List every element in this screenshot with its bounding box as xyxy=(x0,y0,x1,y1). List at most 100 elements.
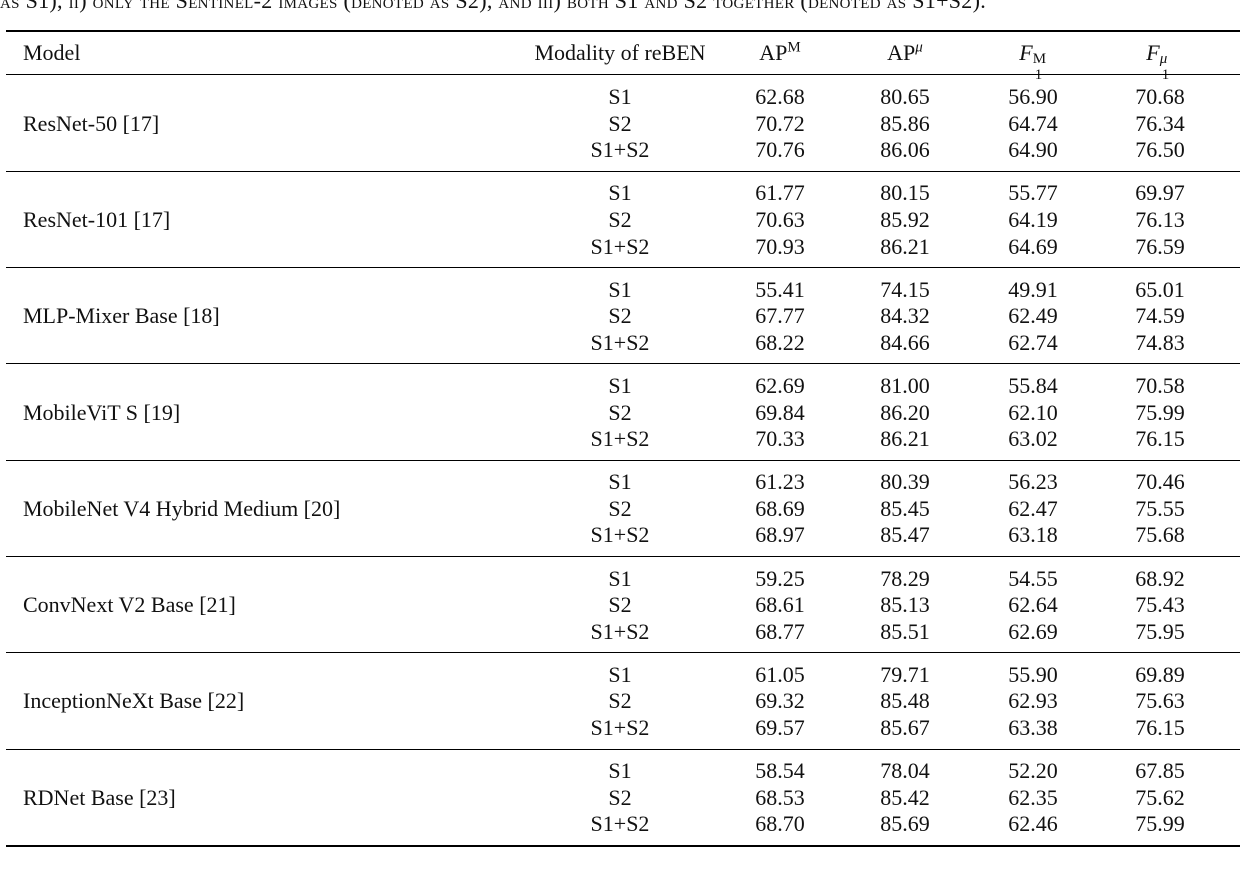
cell-f1-micro: 75.62 xyxy=(1135,784,1185,810)
cell-f1-macro: 55.90 xyxy=(1008,661,1058,687)
cell-ap-micro: 85.48 xyxy=(880,688,930,714)
cell-ap-micro: 85.51 xyxy=(880,618,930,644)
cell-modality: S1 xyxy=(608,469,632,495)
cell-modality: S2 xyxy=(608,495,632,521)
cell-ap-micro: 78.04 xyxy=(880,758,930,784)
cell-f1-micro: 76.13 xyxy=(1135,206,1185,232)
cell-ap-micro: 85.42 xyxy=(880,784,930,810)
header-f1-micro-base: F xyxy=(1146,40,1160,65)
cell-modality: S1+S2 xyxy=(590,715,650,740)
cell-ap-macro: 58.54 xyxy=(755,758,805,784)
header-f1-micro-sub: 1 xyxy=(1161,67,1170,83)
cell-ap-macro: 70.72 xyxy=(755,110,805,136)
cell-f1-macro: 62.49 xyxy=(1008,303,1058,329)
cell-f1-micro: 76.15 xyxy=(1135,426,1185,452)
cell-ap-micro: 85.92 xyxy=(880,206,930,232)
cell-f1-macro: 64.69 xyxy=(1008,233,1058,259)
cell-ap-macro: 55.41 xyxy=(755,276,805,302)
header-ap-micro-base: AP xyxy=(887,40,916,65)
cell-f1-micro: 75.99 xyxy=(1135,811,1185,837)
cell-ap-macro: 69.57 xyxy=(755,715,805,740)
model-name: MobileViT S [19] xyxy=(23,399,181,425)
group-divider xyxy=(6,267,1240,269)
cell-ap-micro: 80.39 xyxy=(880,469,930,495)
cell-f1-micro: 68.92 xyxy=(1135,565,1185,591)
cell-ap-macro: 61.77 xyxy=(755,180,805,206)
cell-f1-micro: 65.01 xyxy=(1135,276,1185,302)
cell-f1-macro: 62.74 xyxy=(1008,329,1058,355)
cell-f1-macro: 62.93 xyxy=(1008,688,1058,714)
cell-ap-micro: 86.21 xyxy=(880,233,930,259)
cell-f1-micro: 67.85 xyxy=(1135,758,1185,784)
cell-f1-micro: 70.58 xyxy=(1135,372,1185,398)
cell-ap-macro: 68.97 xyxy=(755,522,805,548)
cell-f1-micro: 74.83 xyxy=(1135,329,1185,355)
cell-modality: S2 xyxy=(608,592,632,618)
cell-ap-macro: 69.84 xyxy=(755,399,805,425)
cell-f1-micro: 75.99 xyxy=(1135,399,1185,425)
cell-ap-macro: 62.68 xyxy=(755,84,805,109)
cell-f1-micro: 70.46 xyxy=(1135,469,1185,495)
cell-f1-macro: 49.91 xyxy=(1008,276,1058,302)
cell-f1-micro: 75.43 xyxy=(1135,592,1185,618)
cell-f1-micro: 74.59 xyxy=(1135,303,1185,329)
cell-f1-micro: 69.89 xyxy=(1135,661,1185,687)
model-name: ResNet-101 [17] xyxy=(23,206,171,232)
cell-f1-macro: 64.74 xyxy=(1008,110,1058,136)
group-divider xyxy=(6,748,1240,750)
cell-f1-macro: 55.77 xyxy=(1008,180,1058,206)
header-rule xyxy=(6,74,1240,75)
cell-f1-macro: 62.47 xyxy=(1008,495,1058,521)
group-divider xyxy=(6,556,1240,557)
cell-f1-macro: 54.55 xyxy=(1008,565,1058,591)
cell-f1-micro: 75.55 xyxy=(1135,495,1185,521)
cell-f1-macro: 62.69 xyxy=(1008,618,1058,644)
cell-f1-macro: 63.38 xyxy=(1008,715,1058,740)
header-modality: Modality of reBEN xyxy=(534,40,706,65)
cell-modality: S1+S2 xyxy=(590,426,650,452)
cell-ap-macro: 68.70 xyxy=(755,811,805,837)
cell-modality: S1+S2 xyxy=(590,329,650,355)
header-ap-macro-base: AP xyxy=(759,40,788,65)
cell-f1-macro: 56.23 xyxy=(1008,469,1058,495)
cell-f1-micro: 76.59 xyxy=(1135,233,1185,259)
cell-f1-micro: 76.50 xyxy=(1135,137,1185,163)
header-ap-micro: APμ xyxy=(855,40,955,66)
cell-f1-micro: 75.63 xyxy=(1135,688,1185,714)
model-name: MLP-Mixer Base [18] xyxy=(23,303,220,329)
cell-f1-micro: 75.68 xyxy=(1135,522,1185,548)
table-caption: as S1), ii) only the Sentinel-2 images (… xyxy=(0,0,987,13)
header-ap-micro-sup: μ xyxy=(915,39,923,56)
cell-ap-micro: 84.32 xyxy=(880,303,930,329)
cell-ap-macro: 68.77 xyxy=(755,618,805,644)
cell-ap-macro: 68.61 xyxy=(755,592,805,618)
cell-ap-micro: 81.00 xyxy=(880,372,930,398)
cell-ap-micro: 85.47 xyxy=(880,522,930,548)
model-name: ResNet-50 [17] xyxy=(23,110,160,136)
cell-f1-micro: 70.68 xyxy=(1135,84,1185,109)
cell-ap-micro: 85.13 xyxy=(880,592,930,618)
group-divider xyxy=(6,363,1240,365)
cell-ap-macro: 62.69 xyxy=(755,372,805,398)
cell-modality: S1 xyxy=(608,565,632,591)
cell-modality: S2 xyxy=(608,110,632,136)
cell-ap-micro: 78.29 xyxy=(880,565,930,591)
cell-modality: S2 xyxy=(608,688,632,714)
cell-modality: S2 xyxy=(608,303,632,329)
cell-f1-macro: 64.19 xyxy=(1008,206,1058,232)
cell-modality: S1 xyxy=(608,661,632,687)
cell-ap-micro: 80.15 xyxy=(880,180,930,206)
cell-ap-micro: 79.71 xyxy=(880,661,930,687)
cell-ap-macro: 70.63 xyxy=(755,206,805,232)
header-ap-macro-sup: M xyxy=(787,39,801,56)
cell-modality: S1 xyxy=(608,758,632,784)
cell-f1-macro: 62.10 xyxy=(1008,399,1058,425)
cell-f1-macro: 62.35 xyxy=(1008,784,1058,810)
cell-f1-macro: 63.02 xyxy=(1008,426,1058,452)
header-f1-macro-base: F xyxy=(1019,40,1033,65)
cell-f1-macro: 64.90 xyxy=(1008,137,1058,163)
cell-modality: S1 xyxy=(608,180,632,206)
cell-modality: S1+S2 xyxy=(590,522,650,548)
